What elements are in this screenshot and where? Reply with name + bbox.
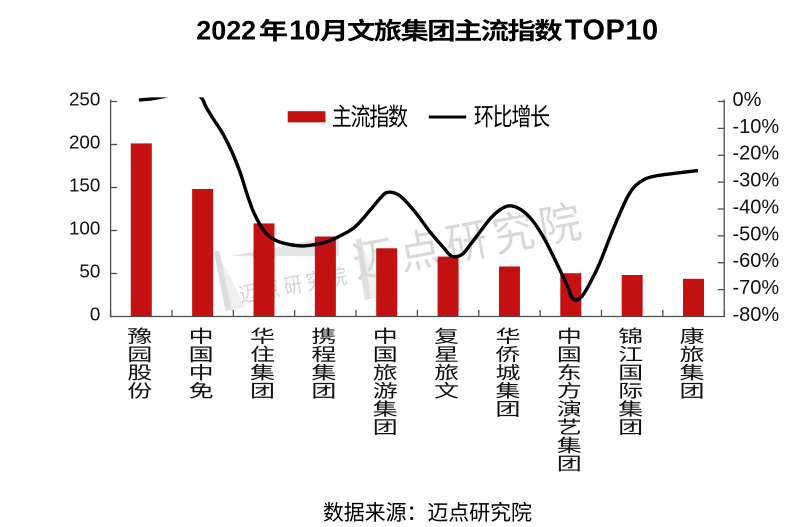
svg-text:-40%: -40%: [733, 196, 780, 218]
svg-text:-60%: -60%: [733, 250, 780, 272]
svg-text:-20%: -20%: [733, 143, 780, 165]
svg-text:150: 150: [69, 175, 100, 196]
svg-text:0: 0: [90, 304, 100, 325]
svg-text:50: 50: [79, 261, 100, 282]
svg-text:-50%: -50%: [733, 223, 780, 245]
svg-text:250: 250: [69, 89, 100, 110]
svg-text:-70%: -70%: [733, 277, 780, 299]
svg-text:100: 100: [69, 218, 100, 239]
svg-text:2022: 2022: [196, 15, 256, 45]
svg-text:10: 10: [289, 13, 320, 45]
svg-text:TOP10: TOP10: [565, 14, 659, 46]
svg-text:0%: 0%: [733, 89, 762, 111]
svg-text:-10%: -10%: [733, 116, 780, 138]
svg-text:200: 200: [69, 132, 100, 153]
svg-text:-80%: -80%: [733, 304, 780, 326]
svg-text:-30%: -30%: [733, 170, 780, 192]
